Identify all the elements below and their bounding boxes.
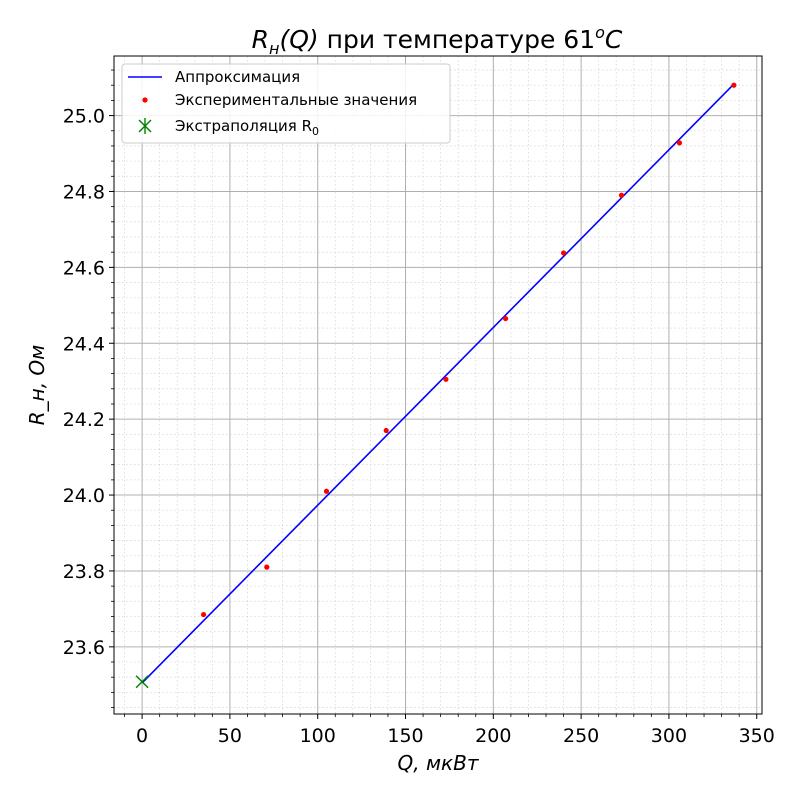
y-axis-label: R_н, Ом xyxy=(25,345,49,426)
y-tick-label: 24.4 xyxy=(63,333,105,355)
y-tick-label: 23.6 xyxy=(63,637,105,659)
x-tick-label: 50 xyxy=(218,725,242,747)
chart-title: Rн(Q) при температуре 61oC xyxy=(252,23,623,58)
y-tick-label: 23.8 xyxy=(63,561,105,583)
x-tick-label: 200 xyxy=(475,725,511,747)
legend: Аппроксимация Экспериментальные значения… xyxy=(121,63,451,144)
x-tick-label: 300 xyxy=(651,725,687,747)
plot-frame xyxy=(113,55,763,715)
y-tick-label: 24.2 xyxy=(63,409,105,431)
experimental-point xyxy=(676,140,683,146)
legend-label-experimental: Экспериментальные значения xyxy=(175,91,417,109)
legend-box xyxy=(121,63,451,144)
y-tick-label: 24.8 xyxy=(63,181,105,203)
x-tick-label: 150 xyxy=(387,725,423,747)
major-grid xyxy=(114,56,762,714)
experimental-point xyxy=(731,82,737,88)
x-tick-label: 250 xyxy=(563,725,599,747)
legend-point-swatch xyxy=(142,97,148,103)
experimental-point xyxy=(443,376,449,382)
x-axis-label: Q, мкВт xyxy=(398,751,480,775)
experimental-point xyxy=(383,427,389,434)
plot-area xyxy=(135,82,737,689)
experimental-point xyxy=(200,611,207,618)
extrapolation-marker-stroke xyxy=(135,675,149,689)
legend-cross-swatch xyxy=(138,118,152,134)
y-tick-label: 24.6 xyxy=(63,257,105,279)
experimental-point xyxy=(323,488,330,494)
x-tick-labels: 0 50 100 150 200 250 300 350 xyxy=(136,725,775,747)
x-tick-label: 0 xyxy=(136,725,148,747)
experimental-point xyxy=(503,315,509,322)
axis-ticks xyxy=(109,69,758,719)
experimental-point xyxy=(264,564,270,570)
legend-label-extrapolation: Экстраполяция R0 xyxy=(175,117,319,138)
minor-grid xyxy=(114,56,762,714)
x-tick-label: 100 xyxy=(300,725,336,747)
y-tick-label: 24.0 xyxy=(63,485,105,507)
y-tick-label: 25.0 xyxy=(63,106,105,128)
extrapolation-marker xyxy=(135,675,149,689)
x-tick-label: 350 xyxy=(739,725,775,747)
experimental-point xyxy=(560,250,567,256)
approximation-line xyxy=(141,83,735,684)
legend-label-approximation: Аппроксимация xyxy=(175,68,300,86)
y-tick-labels: 23.6 23.8 24.0 24.2 24.4 24.6 24.8 25.0 xyxy=(63,106,105,659)
experimental-point xyxy=(618,192,625,198)
